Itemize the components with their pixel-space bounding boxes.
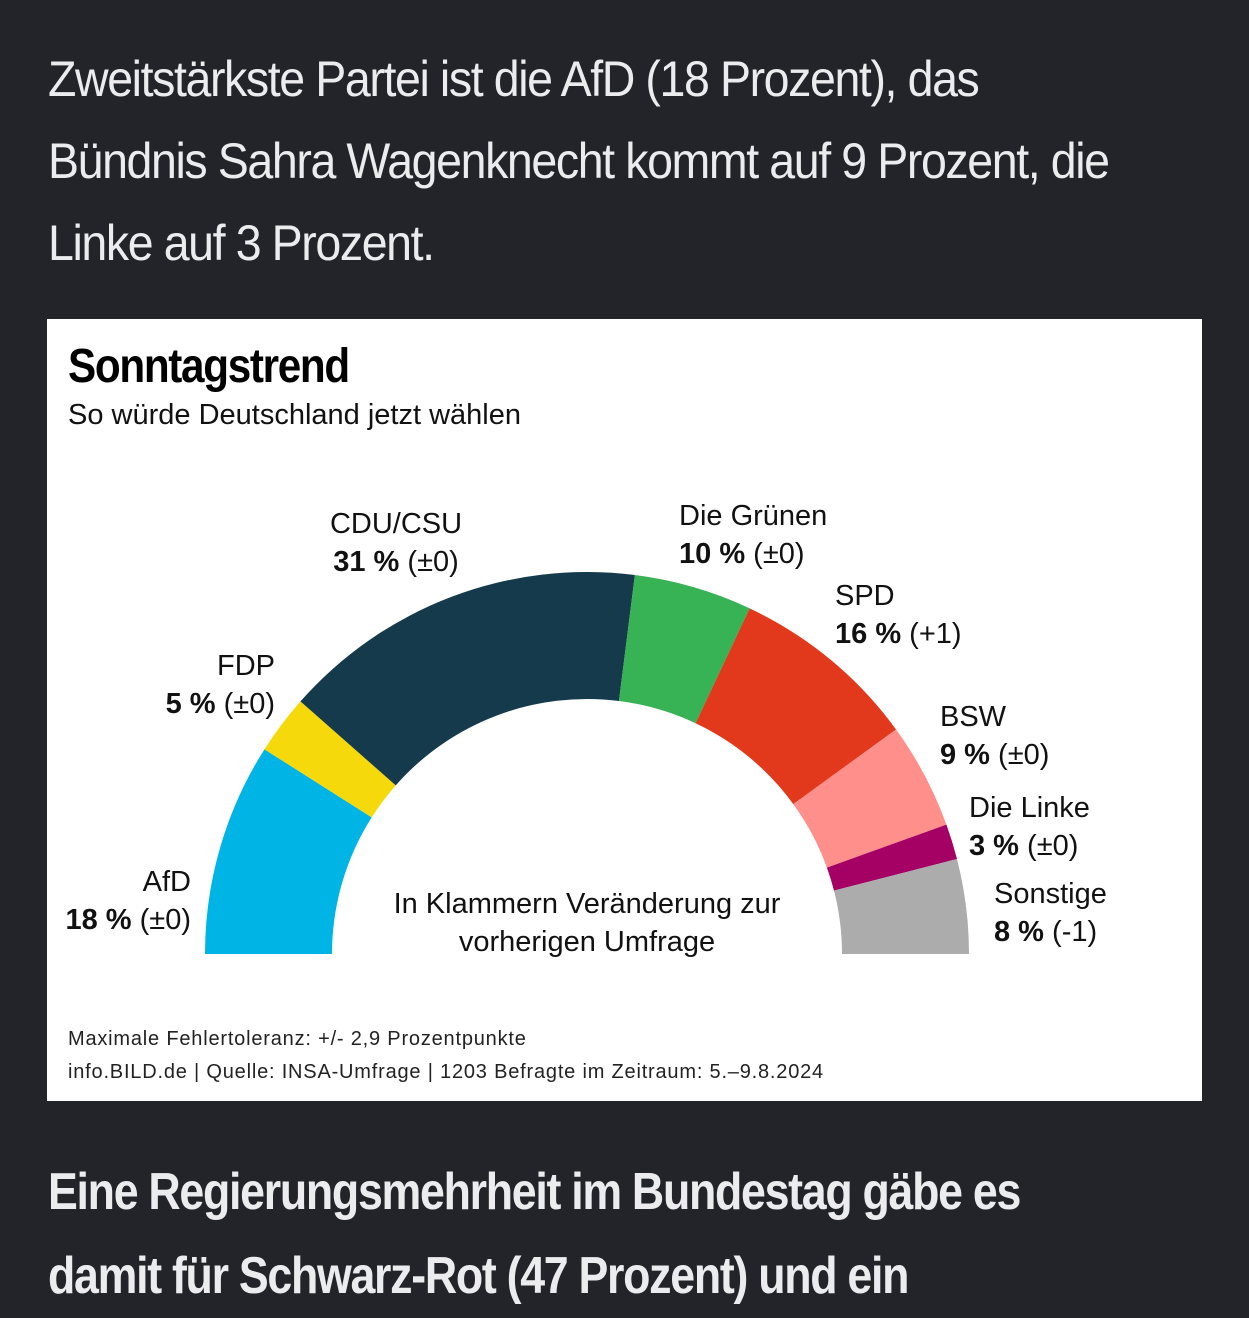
label-name-spd: SPD bbox=[835, 580, 895, 612]
label-name-fdp: FDP bbox=[217, 650, 275, 682]
label-value-die-gruenen: 10 % (±0) bbox=[679, 538, 805, 570]
outro-paragraph: Eine Regierungsmehrheit im Bundestag gäb… bbox=[48, 1163, 1021, 1305]
slice-bsw bbox=[793, 729, 947, 868]
label-name-afd: AfD bbox=[143, 866, 191, 898]
label-value-spd: 16 % (+1) bbox=[835, 618, 962, 650]
label-name-die-gruenen: Die Grünen bbox=[679, 500, 827, 532]
slice-afd bbox=[205, 749, 372, 954]
label-value-sonstige: 8 % (-1) bbox=[994, 916, 1097, 948]
label-name-die-linke: Die Linke bbox=[969, 792, 1090, 824]
half-donut-chart: AfD 18 % (±0) FDP 5 % (±0) CDU/CSU 31 % (±0) D… bbox=[65, 500, 1107, 954]
slice-sonstige bbox=[833, 859, 969, 954]
slice-die-linke bbox=[826, 824, 957, 891]
chart-note: In Klammern Veränderung zur vorherigen U… bbox=[393, 888, 781, 958]
label-name-cdu-csu: CDU/CSU bbox=[330, 508, 462, 540]
label-value-cdu-csu: 31 % (±0) bbox=[333, 546, 459, 578]
intro-paragraph: Zweitstärkste Partei ist die AfD (18 Pro… bbox=[48, 51, 1110, 271]
slice-fdp bbox=[264, 701, 396, 818]
graphic-title: Sonntagstrend bbox=[68, 340, 350, 393]
slice-cdu-csu bbox=[300, 572, 635, 786]
source-note: info.BILD.de | Quelle: INSA-Umfrage | 12… bbox=[68, 1061, 824, 1083]
label-name-bsw: BSW bbox=[940, 701, 1007, 733]
error-tolerance-note: Maximale Fehlertoleranz: +/- 2,9 Prozent… bbox=[68, 1028, 527, 1050]
poll-graphic: Sonntagstrend So würde Deutschland jetzt… bbox=[47, 319, 1202, 1101]
graphic-subtitle: So würde Deutschland jetzt wählen bbox=[68, 399, 521, 431]
label-value-fdp: 5 % (±0) bbox=[166, 688, 275, 720]
label-value-afd: 18 % (±0) bbox=[65, 904, 191, 936]
label-value-bsw: 9 % (±0) bbox=[940, 739, 1049, 771]
slice-spd bbox=[695, 608, 897, 805]
slice-die-gruenen bbox=[618, 575, 750, 724]
label-value-die-linke: 3 % (±0) bbox=[969, 830, 1078, 862]
label-name-sonstige: Sonstige bbox=[994, 878, 1107, 910]
